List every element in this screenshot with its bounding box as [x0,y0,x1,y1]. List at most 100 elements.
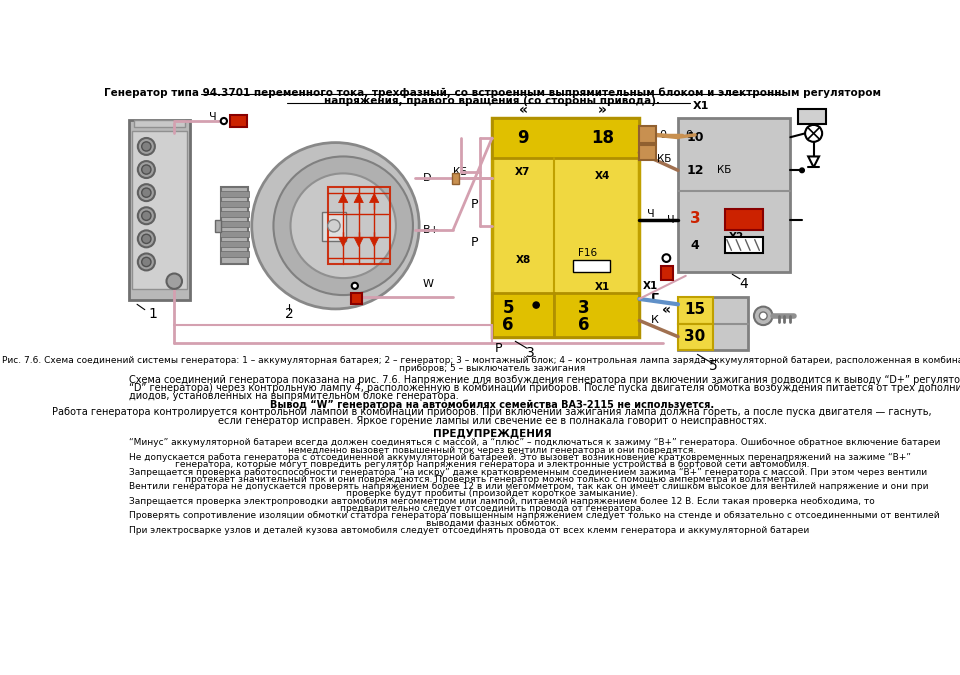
Text: КБ: КБ [658,154,672,164]
Text: 3: 3 [526,346,535,360]
Circle shape [252,142,420,309]
Text: 5: 5 [502,299,514,317]
Text: Не допускается работа генератора с отсоединенной аккумуляторной батареей. Это вы: Не допускается работа генератора с отсое… [130,453,911,462]
Circle shape [291,173,396,278]
Circle shape [138,138,155,155]
Circle shape [142,165,151,174]
Text: «: « [661,302,671,317]
Text: К: К [651,315,659,325]
Text: Рис. 7.6. Схема соединений системы генератора: 1 – аккумуляторная батарея; 2 – г: Рис. 7.6. Схема соединений системы генер… [3,356,960,365]
Text: «: « [518,103,527,117]
Bar [798,109,826,124]
Bar [492,118,639,338]
Text: DF: DF [319,227,327,233]
Text: W: W [423,279,434,288]
Text: P: P [471,198,479,211]
Polygon shape [339,238,348,246]
Text: D+: D+ [319,215,329,221]
Text: 30: 30 [684,329,706,344]
Bar [452,173,460,184]
Bar [678,296,748,350]
Text: 4: 4 [690,238,700,252]
Bar [554,293,639,338]
Text: ПРЕДУПРЕЖДЕНИЯ: ПРЕДУПРЕЖДЕНИЯ [433,428,551,438]
Bar [130,119,190,300]
Text: 2: 2 [284,307,294,321]
Bar [639,145,657,160]
Circle shape [142,234,151,244]
Circle shape [142,142,151,151]
Text: 5: 5 [708,359,717,373]
Circle shape [138,161,155,178]
Text: X2: X2 [729,232,744,242]
Circle shape [274,157,413,295]
Circle shape [166,273,182,289]
Text: P: P [471,236,479,249]
Polygon shape [354,238,363,246]
Bar [220,191,249,196]
Circle shape [754,306,773,325]
Text: X4: X4 [595,171,611,181]
Text: приборов; 5 – выключатель зажигания: приборов; 5 – выключатель зажигания [398,364,586,373]
Circle shape [221,118,227,124]
Circle shape [142,211,151,220]
Text: 3: 3 [738,212,749,227]
Text: Вывод “W” генератора на автомобилях семейства ВАЗ-2115 не используется.: Вывод “W” генератора на автомобилях семе… [270,400,714,410]
Circle shape [142,257,151,267]
Bar [492,293,554,338]
Circle shape [138,254,155,271]
Polygon shape [370,194,379,202]
Bar [214,219,221,232]
Text: если генератор исправен. Яркое горение лампы или свечение ее в полнакала говорит: если генератор исправен. Яркое горение л… [218,416,766,425]
Text: “Минус” аккумуляторной батареи всегда должен соединяться с массой, а “плюс” – по: “Минус” аккумуляторной батареи всегда до… [130,438,941,448]
Bar [678,118,790,272]
Circle shape [138,207,155,224]
Text: X8: X8 [516,255,531,265]
Circle shape [662,254,670,262]
Bar [725,209,763,230]
Text: Схема соединений генератора показана на рис. 7.6. Напряжение для возбуждения ген: Схема соединений генератора показана на … [130,375,960,385]
Text: проверке будут пробиты (произойдет короткое замыкание).: проверке будут пробиты (произойдет корот… [346,489,638,498]
Text: немедленно вызовет повышенный ток через вентили генератора и они повредятся.: немедленно вызовет повышенный ток через … [288,446,696,454]
Bar [220,221,249,227]
Text: диодов, установленных на выпрямительном блоке генератора.: диодов, установленных на выпрямительном … [130,392,459,402]
Bar [573,261,610,272]
Text: протекает значительный ток и они повреждаются. Проверять генератор можно только : протекает значительный ток и они поврежд… [185,475,799,484]
Text: 3: 3 [578,299,589,317]
Text: Вентили генератора не допускается проверять напряжением более 12 в или мегомметр: Вентили генератора не допускается провер… [130,482,928,491]
Text: B+: B+ [423,225,440,235]
Text: F16: F16 [578,248,597,258]
Text: 18: 18 [591,129,614,147]
Text: Запрещается проверка работоспособности генератора “на искру” даже кратковременны: Запрещается проверка работоспособности г… [130,468,927,477]
Text: Проверять сопротивление изоляции обмотки статора генератора повышенным напряжени: Проверять сопротивление изоляции обмотки… [130,512,940,520]
Circle shape [351,283,358,289]
Bar [132,131,186,289]
Text: генератора, которые могут повредить регулятор напряжения генератора и электронны: генератора, которые могут повредить регу… [175,460,809,469]
Bar [221,187,248,264]
Text: предварительно следует отсоединить провода от генератора.: предварительно следует отсоединить прово… [340,504,644,513]
Text: 4: 4 [739,277,748,290]
Text: Ч: Ч [666,215,674,225]
Text: »: » [598,103,607,117]
Text: выводами фазных обмоток.: выводами фазных обмоток. [425,519,559,528]
Text: 3: 3 [689,211,701,225]
Circle shape [805,125,822,142]
Text: 0: 0 [659,130,666,140]
Text: P: P [494,342,502,356]
Bar [327,187,390,264]
Polygon shape [339,194,348,202]
Circle shape [533,302,540,308]
Bar [134,119,185,127]
Circle shape [138,184,155,201]
Bar [639,126,657,142]
Bar [678,296,713,323]
Text: При электросварке узлов и деталей кузова автомобиля следует отсоединять провода : При электросварке узлов и деталей кузова… [130,526,809,535]
Text: X1: X1 [595,282,610,292]
Circle shape [327,219,340,232]
Circle shape [800,168,804,173]
Text: 10: 10 [686,131,704,144]
Bar [220,211,249,217]
Text: +: + [169,275,180,288]
Text: D: D [423,173,432,183]
Text: 6: 6 [502,316,514,334]
